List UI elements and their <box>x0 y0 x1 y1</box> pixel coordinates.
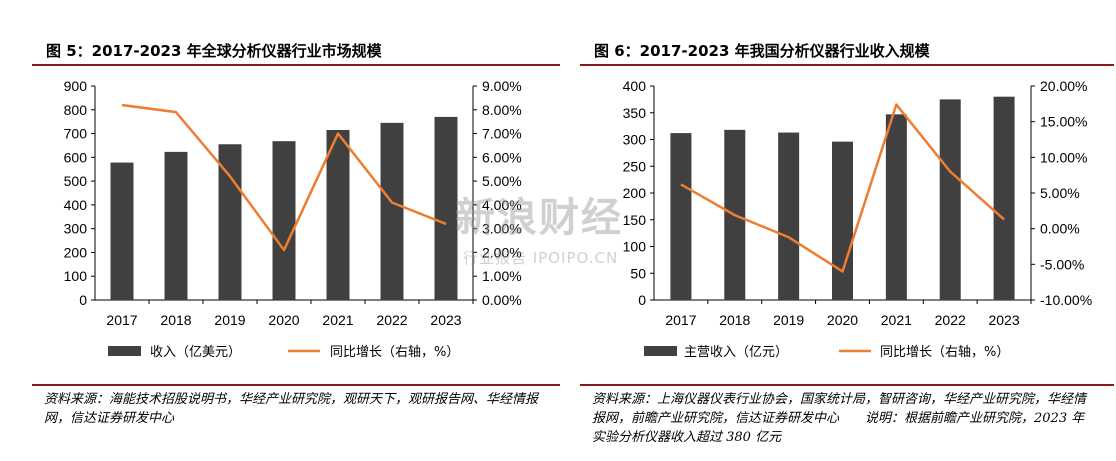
y-right-tick-label: 5.00% <box>482 173 522 189</box>
y-left-tick-label: 400 <box>623 78 647 94</box>
legend-line-label: 同比增长（右轴，%） <box>330 345 459 360</box>
title-divider <box>32 64 560 66</box>
y-right-tick-label: 5.00% <box>1040 185 1080 201</box>
y-left-tick-label: 700 <box>64 126 88 142</box>
legend-bar-label: 收入（亿美元） <box>150 345 241 360</box>
chart-title: 图 5：2017-2023 年全球分析仪器行业市场规模 <box>46 42 382 60</box>
legend-line-label: 同比增长（右轴，%） <box>880 345 1009 360</box>
y-left-tick-label: 400 <box>64 197 88 213</box>
y-right-tick-label: 1.00% <box>482 268 522 284</box>
y-left-tick-label: 150 <box>623 212 647 228</box>
x-tick-label: 2022 <box>935 312 966 328</box>
y-right-tick-label: 0.00% <box>482 292 522 308</box>
bar <box>939 99 961 300</box>
source-divider <box>32 384 560 386</box>
x-tick-label: 2018 <box>160 312 191 328</box>
y-left-tick-label: 300 <box>623 132 647 148</box>
y-left-tick-label: 600 <box>64 149 88 165</box>
y-left-tick-label: 50 <box>630 265 646 281</box>
x-tick-label: 2023 <box>430 312 461 328</box>
chart-china-revenue: 0 50 100 150 200 250 300 350 400 -10.00% -5.00% 0.0… <box>623 78 1093 360</box>
x-tick-label: 2020 <box>268 312 299 328</box>
bar <box>832 141 853 300</box>
source-note: 资料来源：海能技术招股说明书，华经产业研究院，观研天下，观研报告网、华经情报网，… <box>44 392 539 426</box>
y-left-tick-label: 500 <box>64 173 88 189</box>
bar <box>885 114 907 300</box>
y-left-tick-label: 250 <box>623 158 647 174</box>
x-tick-label: 2019 <box>773 312 804 328</box>
bar <box>380 122 404 300</box>
x-tick-label: 2019 <box>214 312 245 328</box>
bar <box>326 129 350 300</box>
y-right-tick-label: 8.00% <box>482 102 522 118</box>
y-left-tick-label: 350 <box>623 105 647 121</box>
y-left-tick-label: 800 <box>64 102 88 118</box>
bar <box>670 133 692 300</box>
y-right-tick-label: 3.00% <box>482 221 522 237</box>
x-tick-label: 2022 <box>376 312 407 328</box>
bar <box>110 162 134 300</box>
y-left-tick-label: 200 <box>64 244 88 260</box>
x-tick-label: 2018 <box>719 312 750 328</box>
y-right-tick-label: -10.00% <box>1040 292 1092 308</box>
y-right-tick-label: 0.00% <box>1040 221 1080 237</box>
chart-global-market: 0 100 200 300 400 500 600 700 800 900 0.00% 1.00% 2.… <box>64 78 522 360</box>
x-tick-label: 2017 <box>665 312 696 328</box>
bar <box>434 116 458 301</box>
y-left-tick-label: 900 <box>64 78 88 94</box>
y-right-tick-label: 10.00% <box>1040 149 1087 165</box>
x-tick-label: 2017 <box>106 312 137 328</box>
y-right-tick-label: 15.00% <box>1040 114 1087 130</box>
source-divider <box>580 384 1114 386</box>
chart-panel-china: 图 6：2017-2023 年我国分析仪器行业收入规模 0 50 100 150 200… <box>574 0 1116 461</box>
legend-bar-label: 主营收入（亿元） <box>684 345 788 360</box>
y-right-tick-label: 9.00% <box>482 78 522 94</box>
legend-bar-swatch <box>644 346 677 356</box>
y-right-tick-label: 6.00% <box>482 149 522 165</box>
bar <box>993 96 1015 300</box>
y-right-tick-label: 20.00% <box>1040 78 1087 94</box>
y-right-tick-label: -5.00% <box>1040 256 1084 272</box>
bar <box>164 151 188 300</box>
x-tick-label: 2023 <box>988 312 1019 328</box>
y-left-tick-label: 100 <box>64 268 88 284</box>
x-tick-label: 2021 <box>881 312 912 328</box>
title-divider <box>580 64 1114 66</box>
legend-bar-swatch <box>108 346 141 356</box>
y-right-tick-label: 4.00% <box>482 197 522 213</box>
x-tick-label: 2020 <box>827 312 858 328</box>
y-left-tick-label: 300 <box>64 221 88 237</box>
bar <box>778 132 800 300</box>
chart-title: 图 6：2017-2023 年我国分析仪器行业收入规模 <box>594 42 930 60</box>
y-left-tick-label: 200 <box>623 185 647 201</box>
bar <box>272 141 296 300</box>
chart-panel-global: 图 5：2017-2023 年全球分析仪器行业市场规模 0 100 200 300 40… <box>32 42 560 426</box>
y-left-tick-label: 0 <box>79 292 87 308</box>
y-left-tick-label: 0 <box>638 292 646 308</box>
source-note: 资料来源：上海仪器仪表行业协会，国家统计局，智研咨询，华经产业研究院，华经情报网… <box>592 392 1087 445</box>
y-right-tick-label: 2.00% <box>482 244 522 260</box>
y-right-tick-label: 7.00% <box>482 126 522 142</box>
y-left-tick-label: 100 <box>623 239 647 255</box>
x-tick-label: 2021 <box>322 312 353 328</box>
